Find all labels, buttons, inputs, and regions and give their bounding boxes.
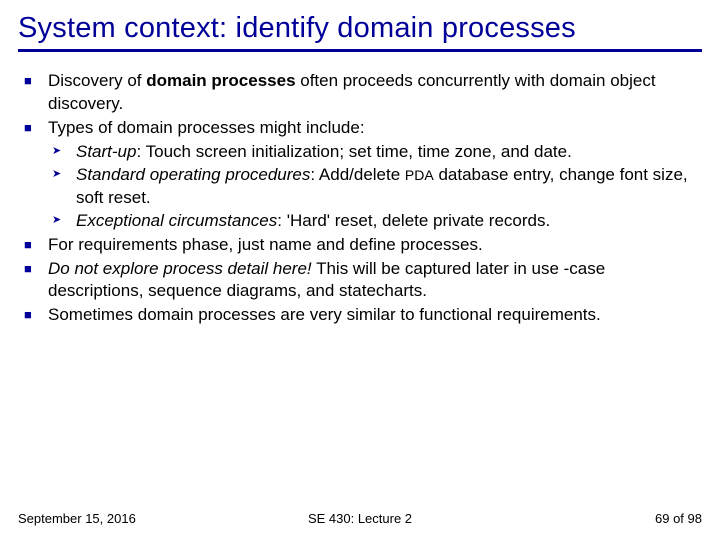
bullet-list: Discovery of domain processes often proc… [18, 70, 702, 327]
sub-1-label: Start-up [76, 142, 136, 161]
bullet-1-pre: Discovery of [48, 71, 146, 90]
title-underline [18, 49, 702, 52]
bullet-3: For requirements phase, just name and de… [24, 234, 702, 257]
footer-date: September 15, 2016 [18, 511, 136, 526]
bullet-4: Do not explore process detail here! This… [24, 258, 702, 304]
sub-3-text: : 'Hard' reset, delete private records. [277, 211, 550, 230]
bullet-5: Sometimes domain processes are very simi… [24, 304, 702, 327]
footer-page: 69 of 98 [655, 511, 702, 526]
footer: September 15, 2016 SE 430: Lecture 2 69 … [0, 511, 720, 526]
bullet-2: Types of domain processes might include:… [24, 117, 702, 233]
bullet-1: Discovery of domain processes often proc… [24, 70, 702, 116]
sub-list: Start-up: Touch screen initialization; s… [48, 141, 702, 233]
footer-center: SE 430: Lecture 2 [308, 511, 412, 526]
slide-title: System context: identify domain processe… [18, 12, 702, 45]
sub-2-pre: : Add/delete [310, 165, 405, 184]
sub-2: Standard operating procedures: Add/delet… [50, 164, 702, 210]
slide-container: System context: identify domain processe… [0, 0, 720, 540]
sub-1: Start-up: Touch screen initialization; s… [50, 141, 702, 164]
bullet-4-italic: Do not explore process detail here! [48, 259, 312, 278]
bullet-2-text: Types of domain processes might include: [48, 118, 365, 137]
sub-3-label: Exceptional circumstances [76, 211, 277, 230]
sub-2-pda: PDA [405, 167, 434, 183]
bullet-1-bold: domain processes [146, 71, 295, 90]
sub-3: Exceptional circumstances: 'Hard' reset,… [50, 210, 702, 233]
sub-2-label: Standard operating procedures [76, 165, 310, 184]
sub-1-text: : Touch screen initialization; set time,… [136, 142, 571, 161]
